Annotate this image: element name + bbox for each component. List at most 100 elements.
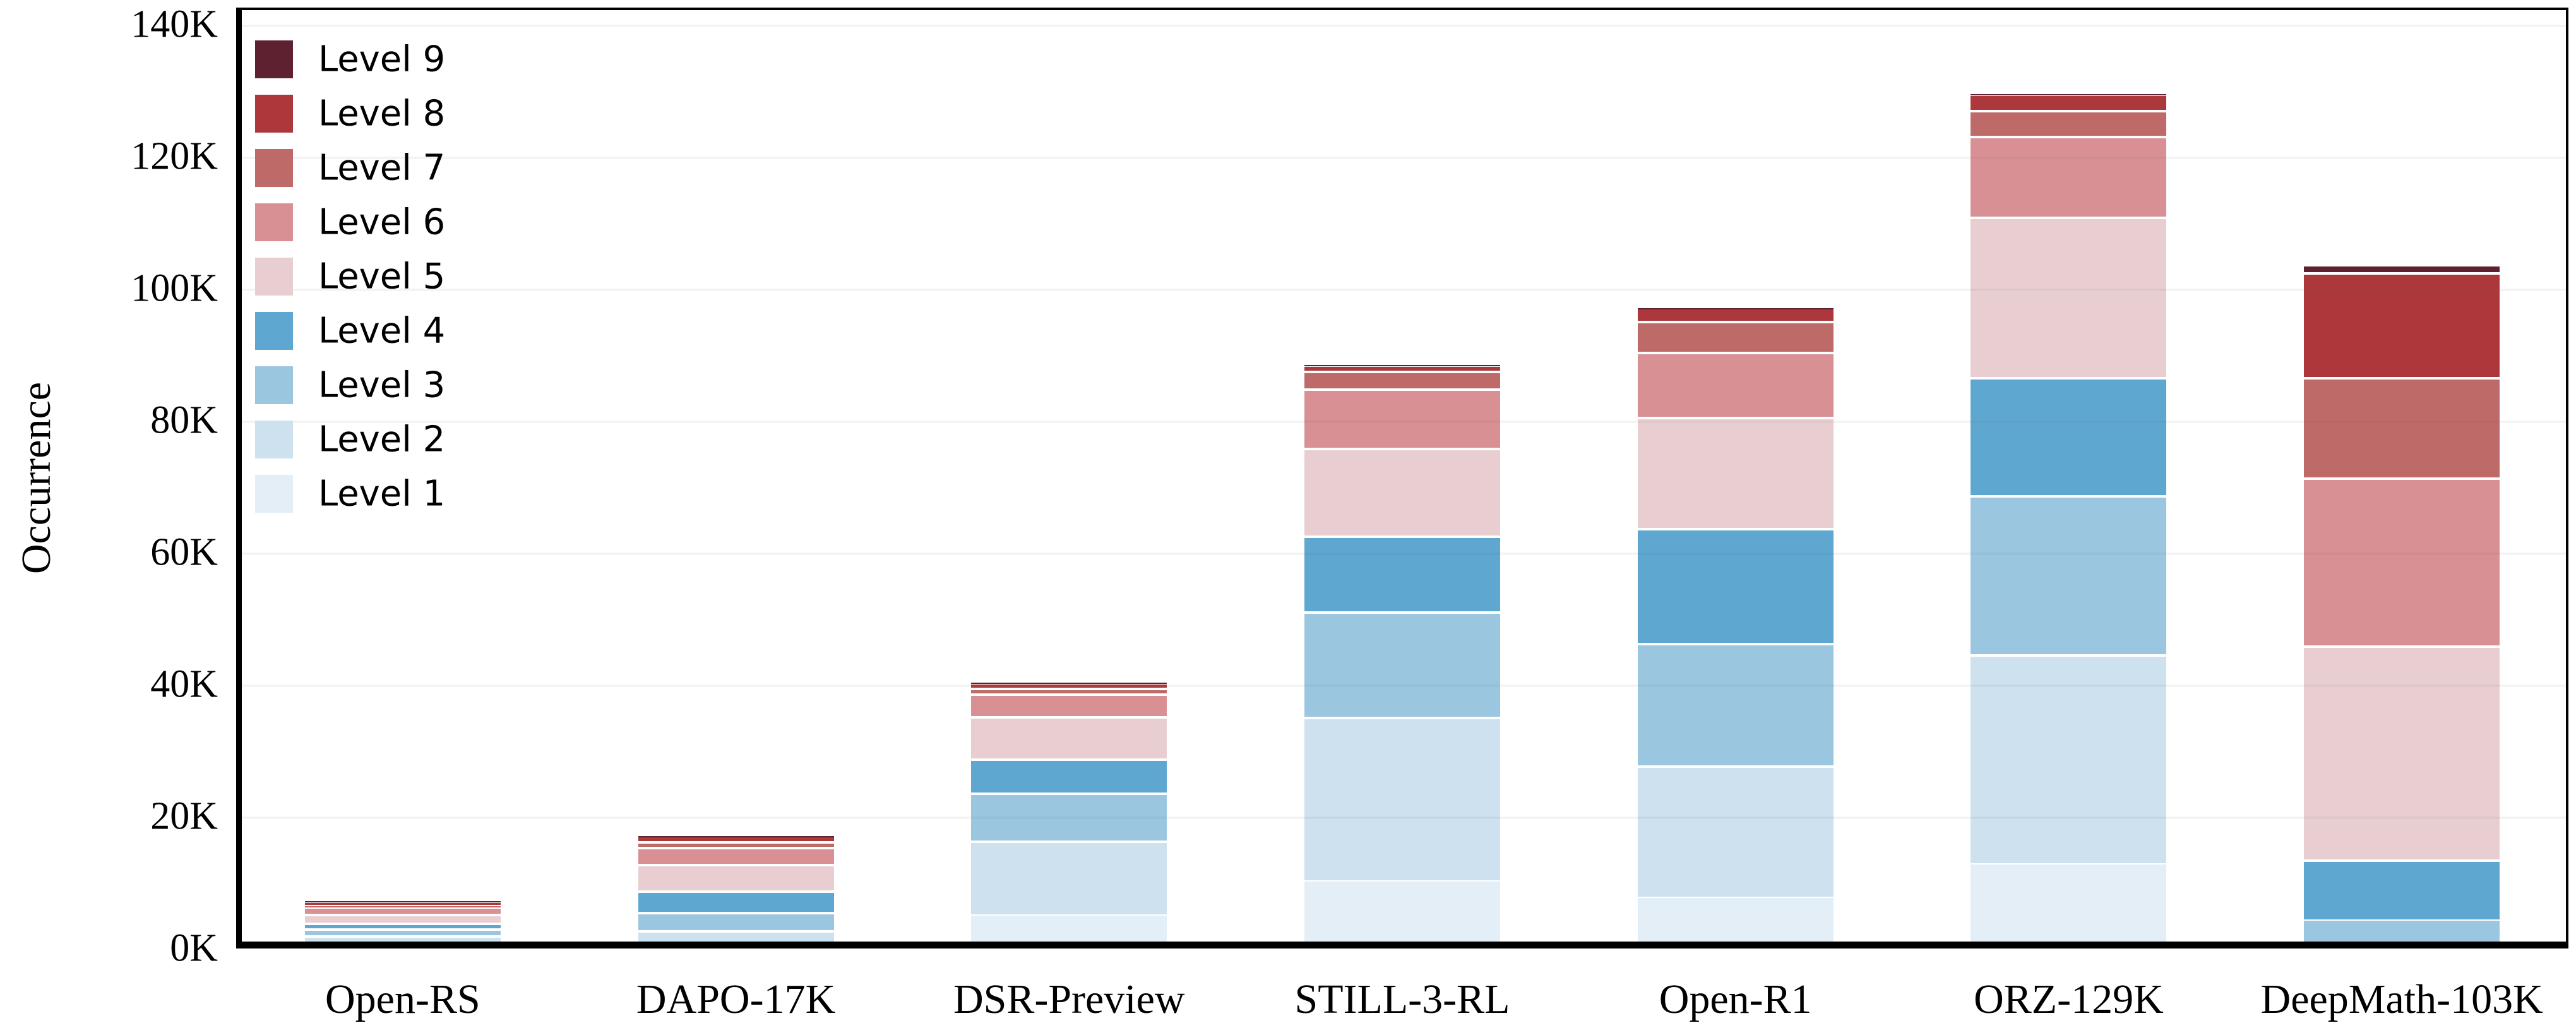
y-axis-spine [236,8,242,948]
bar-segment [1971,498,2167,655]
gridline [236,289,2568,291]
legend-swatch-icon [255,366,293,404]
bar-segment [638,835,834,837]
legend-swatch-icon [255,475,293,513]
legend-label: Level 6 [318,201,446,243]
legend-swatch-icon [255,149,293,187]
bar-segment [1304,390,1500,448]
legend-label: Level 8 [318,93,446,135]
legend-item: Level 7 [255,147,558,189]
legend-swatch-icon [255,203,293,241]
bar-segment [304,902,501,905]
legend-item: Level 2 [255,419,558,460]
bar-segment [1304,537,1500,612]
bar-segment [1971,380,2167,496]
bar-segment [1971,138,2167,217]
legend-item: Level 1 [255,473,558,515]
plot-top-spine [236,8,2568,10]
bar-segment [971,695,1167,717]
bar-segment [1304,450,1500,535]
gridline [236,817,2568,819]
bar-segment [1304,719,1500,881]
legend-label: Level 4 [318,310,446,352]
gridline [236,421,2568,423]
bar-segment [1971,864,2167,948]
bar-segment [304,906,501,908]
legend-label: Level 5 [318,256,446,297]
bar-segment [2304,380,2500,477]
bar-segment [1971,94,2167,96]
legend-label: Level 2 [318,419,446,460]
legend-item: Level 4 [255,310,558,352]
chart-legend: Level 9 Level 8 Level 7 Level 6 Level 5 Level… [255,39,571,546]
bar-segment [304,901,501,903]
bar-segment [1304,365,1500,367]
bar-segment [304,938,501,945]
bar-segment [1637,645,1834,765]
legend-swatch-icon [255,95,293,133]
bar-segment [1304,882,1500,948]
bar-segment [1637,419,1834,529]
legend-label: Level 3 [318,364,446,406]
y-tick-label: 0K [170,926,218,970]
bar-segment [638,914,834,930]
bar-segment [2304,274,2500,378]
legend-item: Level 9 [255,39,558,80]
bar-segment [1971,112,2167,136]
bar-segment [304,916,501,923]
bar-segment [971,795,1167,841]
legend-item: Level 8 [255,93,558,135]
bar-segment [1637,897,1834,948]
bar-segment [1637,530,1834,643]
bar-segment [971,719,1167,759]
legend-item: Level 5 [255,256,558,297]
bar-segment [971,690,1167,693]
bar-segment [1304,614,1500,717]
bar-segment [1304,373,1500,388]
x-category-label: DSR-Preview [953,976,1185,1022]
bar-segment [1971,657,2167,864]
bar-segment [1637,309,1834,321]
bar-segment [1637,308,1834,309]
legend-swatch-icon [255,421,293,458]
x-category-label: Open-R1 [1659,976,1812,1022]
bar-segment [638,837,834,841]
bar-segment [638,843,834,847]
bar-segment [1304,367,1500,371]
legend-swatch-icon [255,258,293,296]
y-tick-label: 80K [150,398,218,442]
bar-segment [2304,648,2500,859]
gridline [236,25,2568,27]
plot-area: Level 9 Level 8 Level 7 Level 6 Level 5 Level… [236,8,2568,948]
plot-right-spine [2566,8,2568,948]
bar-segment [638,893,834,912]
bar-segment [304,909,501,914]
bar-segment [1971,95,2167,110]
y-tick-label: 40K [150,662,218,706]
bar-segment [638,849,834,864]
legend-label: Level 9 [318,39,446,80]
y-tick-label: 140K [131,3,218,46]
bar-segment [1637,323,1834,352]
x-category-label: STILL-3-RL [1294,976,1510,1022]
legend-label: Level 1 [318,473,446,515]
gridline [236,553,2568,555]
x-category-label: Open-RS [325,976,480,1022]
legend-item: Level 3 [255,364,558,406]
bar-segment [304,925,501,928]
legend-swatch-icon [255,312,293,350]
bar-segment [638,866,834,891]
y-tick-label: 100K [131,266,218,310]
gridline [236,685,2568,687]
legend-label: Level 7 [318,147,446,189]
bar-segment [971,842,1167,914]
bar-segment [2304,266,2500,272]
bar-segment [971,761,1167,793]
x-axis-spine [236,942,2568,948]
x-category-label: DeepMath-103K [2260,976,2543,1022]
bar-segment [1637,767,1834,897]
bar-segment [971,682,1167,684]
bar-segment [1971,219,2167,378]
x-category-label: ORZ-129K [1974,976,2164,1022]
